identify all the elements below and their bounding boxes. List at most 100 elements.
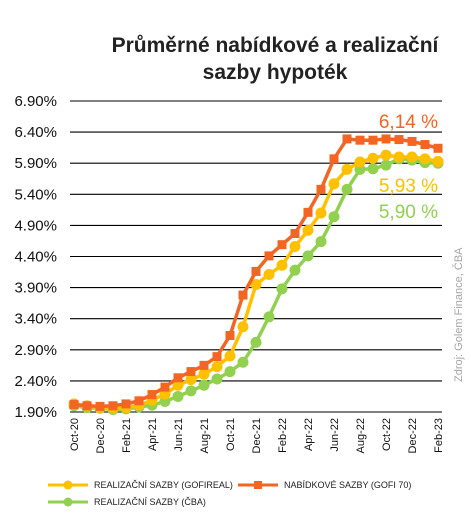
y-tick-label: 4.90% [14,217,57,234]
legend: REALIZAČNÍ SAZBY (GOFIREAL) NABÍDKOVÉ SAZ… [48,480,411,507]
data-point [367,152,379,164]
x-tick-label: Feb-22 [277,418,289,453]
data-point [185,385,197,397]
data-point [211,373,223,385]
legend-item: REALIZAČNÍ SAZBY (ČBA) [48,497,206,507]
data-point [315,236,327,248]
data-point [341,183,353,195]
data-point [354,156,366,168]
y-tick-label: 1.90% [14,404,57,421]
data-point [316,184,326,194]
data-point [95,401,105,411]
data-point [264,251,274,261]
y-tick-label: 4.40% [14,249,57,266]
chart-title-line-2: sazby hypoték [203,61,348,84]
data-point [289,241,301,253]
data-point [432,155,444,167]
x-tick-label: Jun-21 [173,418,185,452]
data-point [303,207,313,217]
data-point [121,399,131,409]
x-tick-label: Dec-22 [407,418,419,453]
data-point [433,143,443,153]
data-point [134,396,144,406]
x-tick-label: Apr-22 [303,418,315,451]
x-tick-label: Dec-20 [95,418,107,453]
y-tick-label: 2.40% [14,373,57,390]
legend-label: NABÍDKOVÉ SAZBY (GOFI 70) [284,480,411,490]
data-point [147,390,157,400]
data-point [237,356,249,368]
data-point [355,135,365,145]
legend-swatch-marker [63,497,73,507]
legend-swatch-marker [63,480,73,490]
x-tick-label: Feb-21 [121,418,133,453]
end-label: 6,14 % [379,112,438,133]
source-note: Zdroj: Golem Finance, ČBA [452,247,465,382]
y-tick-label: 2.90% [14,342,57,359]
legend-label: REALIZAČNÍ SAZBY (ČBA) [94,497,206,507]
data-point [198,379,210,391]
end-label: 5,93 % [379,176,438,197]
x-axis: Oct-20 Dec-20 Feb-21 Apr-21 Jun-21 Aug-21 Oct-… [69,418,445,453]
data-point [250,336,262,348]
data-point [393,151,405,163]
data-point [407,136,417,146]
legend-item: NABÍDKOVÉ SAZBY (GOFI 70) [238,480,411,490]
data-point [328,211,340,223]
y-tick-label: 6.90% [14,93,57,110]
data-point [108,401,118,411]
data-point [277,240,287,250]
series-0 [69,134,443,411]
data-point [251,266,261,276]
legend-label: REALIZAČNÍ SAZBY (GOFIREAL) [94,480,233,490]
legend-swatch-marker [254,481,262,489]
y-axis: 6.90% 6.40% 5.90% 5.40% 4.90% 4.40% 3.90% 3.40%… [14,93,57,421]
x-tick-label: Aug-22 [355,418,367,453]
y-tick-label: 3.40% [14,311,57,328]
legend-item: REALIZAČNÍ SAZBY (GOFIREAL) [48,480,233,490]
data-point [263,269,275,281]
data-point [315,207,327,219]
data-point [420,140,430,150]
data-point [342,134,352,144]
data-point [329,154,339,164]
data-point [198,368,210,380]
data-point [199,360,209,370]
data-point [367,163,379,175]
data-point [394,135,404,145]
x-tick-label: Aug-21 [199,418,211,453]
data-point [380,149,392,161]
data-point [328,178,340,190]
data-point [224,366,236,378]
y-tick-label: 5.90% [14,155,57,172]
data-point [419,153,431,165]
end-label: 5,90 % [379,202,438,223]
data-point [263,311,275,323]
data-point [69,400,79,410]
data-point [173,373,183,383]
data-point [186,367,196,377]
data-point [290,228,300,238]
y-tick-label: 6.40% [14,124,57,141]
data-point [172,379,184,391]
data-point [160,382,170,392]
data-point [185,374,197,386]
x-tick-label: Jun-22 [329,418,341,452]
data-point [225,330,235,340]
data-point [172,390,184,402]
series-group [68,134,444,416]
data-point [237,321,249,333]
x-tick-label: Oct-20 [69,418,81,451]
data-point [368,135,378,145]
gridlines [70,100,442,413]
data-point [302,250,314,262]
data-point [212,352,222,362]
data-point [302,224,314,236]
x-tick-label: Feb-23 [433,418,445,453]
chart-title-line-1: Průměrné nabídkové a realizační [112,34,440,57]
x-tick-label: Apr-21 [147,418,159,451]
data-point [289,264,301,276]
data-point [238,290,248,300]
data-point [82,401,92,411]
